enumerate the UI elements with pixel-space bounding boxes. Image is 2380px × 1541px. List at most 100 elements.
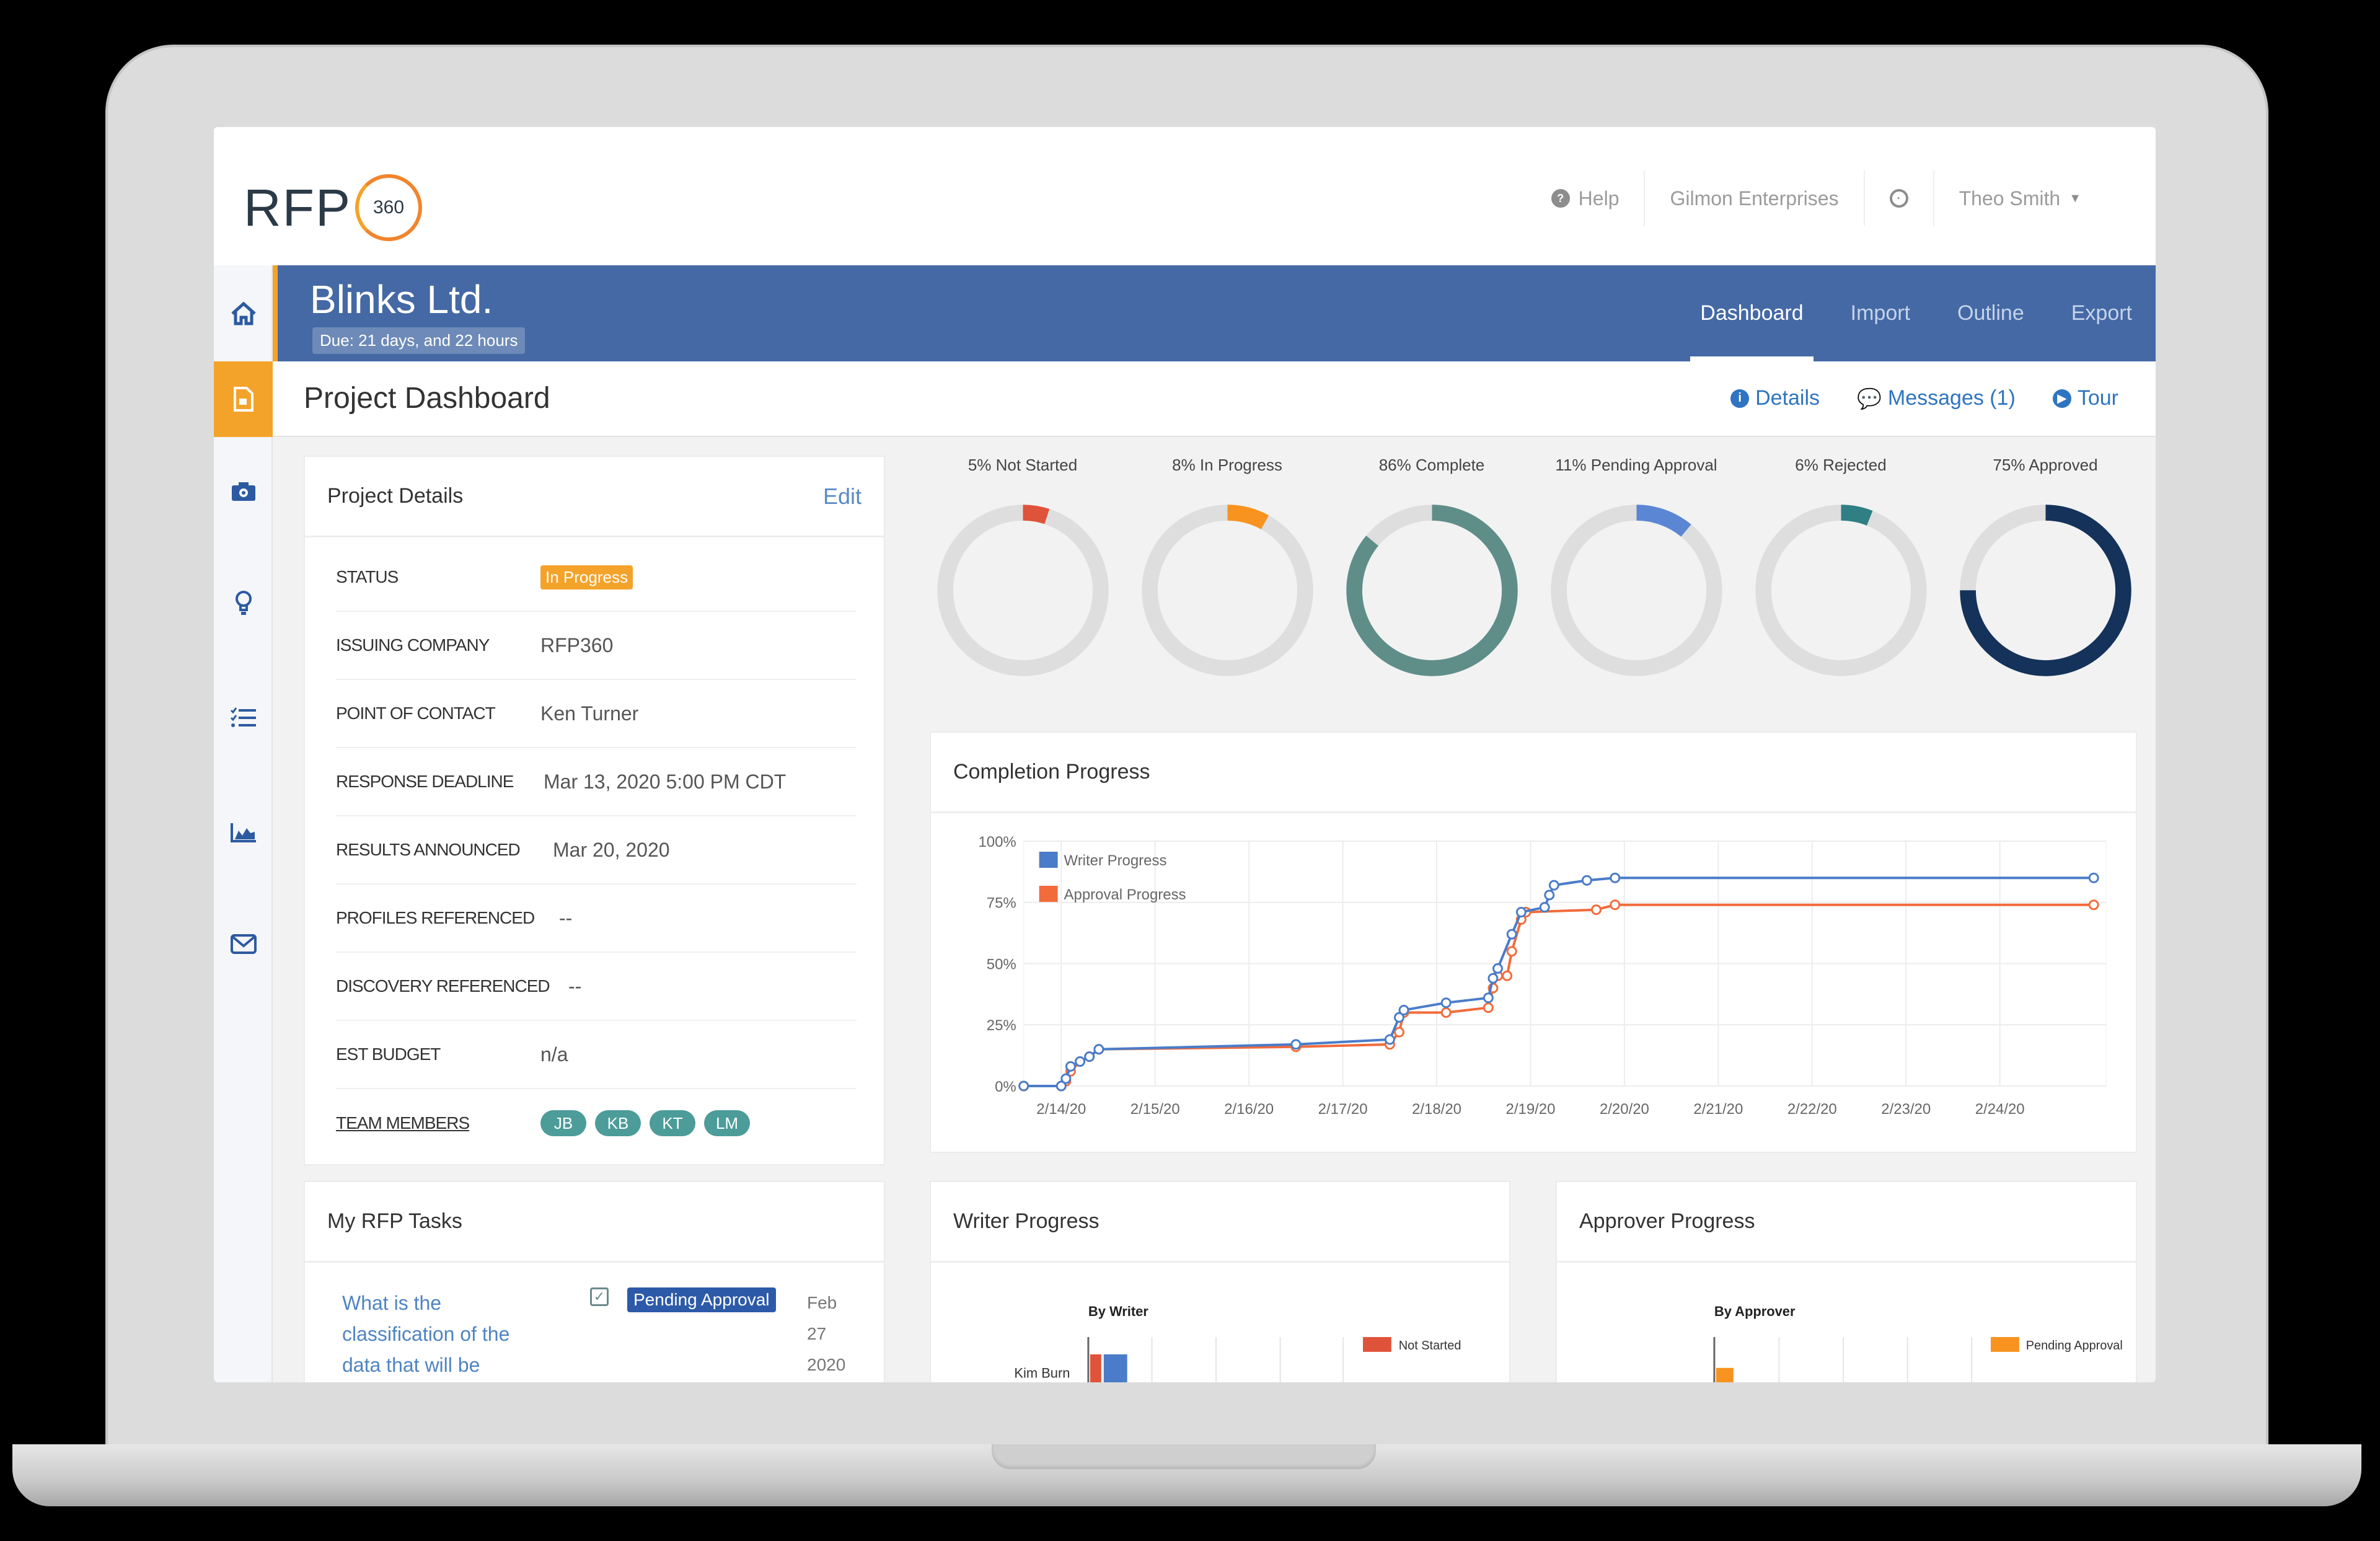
comments-icon: 💬 (1857, 387, 1882, 410)
details-label: Details (1755, 386, 1820, 410)
svg-text:75%: 75% (987, 895, 1016, 912)
my-rfp-tasks-card: My RFP Tasks What is the classification … (304, 1181, 885, 1382)
detail-row-results-announced: Results Announced Mar 20, 2020 (336, 816, 857, 885)
sidebar-item-insights[interactable] (214, 569, 273, 637)
info-icon: i (1730, 389, 1750, 408)
tour-button[interactable]: ▶ Tour (2052, 386, 2118, 410)
project-name: Blinks Ltd. (310, 277, 493, 322)
sidebar-item-reports[interactable] (214, 798, 273, 867)
logo-badge: 360 (372, 197, 405, 218)
organization-switcher[interactable]: Gilmon Enterprises (1644, 170, 1863, 226)
svg-text:100%: 100% (978, 834, 1016, 850)
member-avatar[interactable]: KB (595, 1110, 641, 1136)
member-avatar[interactable]: JB (540, 1110, 586, 1136)
sidebar (214, 265, 273, 1382)
detail-row-est-budget: Est Budget n/a (336, 1021, 857, 1089)
detail-value: RFP360 (540, 634, 614, 656)
donut-chart (1141, 505, 1313, 676)
project-details-card: Project Details Edit Status In Progress … (304, 456, 885, 1165)
sidebar-item-messages[interactable] (214, 910, 273, 978)
sidebar-item-home[interactable] (214, 265, 273, 361)
detail-label: Issuing Company (336, 635, 490, 655)
svg-text:2/20/20: 2/20/20 (1600, 1101, 1649, 1118)
clock-icon: · (1889, 189, 1908, 208)
approver-bar-chart: By Approver Pending Approval (1557, 1263, 2136, 1382)
writer-bar-chart-svg: By Writer Kim Burn Not Started (1014, 1304, 1461, 1382)
page-title: Project Dashboard (304, 382, 550, 415)
donut-label: 5% Not Started (967, 456, 1078, 474)
detail-label: Profiles Referenced (336, 908, 535, 927)
svg-text:2/17/20: 2/17/20 (1318, 1101, 1368, 1118)
detail-row-point-of-contact: Point of Contact Ken Turner (336, 680, 857, 748)
tab-import[interactable]: Import (1850, 301, 1910, 325)
play-circle-icon: ▶ (2052, 389, 2071, 408)
lightbulb-icon (235, 591, 252, 615)
donut-not-started: 5% Not Started (930, 456, 1116, 704)
edit-link[interactable]: Edit (822, 483, 862, 509)
messages-button[interactable]: 💬 Messages (1) (1857, 386, 2016, 410)
member-avatar[interactable]: KT (650, 1110, 695, 1136)
svg-text:2/21/20: 2/21/20 (1693, 1101, 1743, 1118)
line-chart-svg: 0% 25% 50% 75% 100% 2/14/20 2/15/20 2/16/20 2/17… (978, 834, 2107, 1118)
chart-subtitle: By Writer (1088, 1304, 1148, 1319)
svg-text:2/23/20: 2/23/20 (1881, 1101, 1931, 1118)
area-chart-icon (230, 823, 256, 842)
messages-label: Messages (1) (1887, 386, 2016, 410)
svg-text:50%: 50% (987, 956, 1016, 973)
sidebar-item-tasks[interactable] (214, 684, 273, 752)
donut-pending-approval: 11% Pending Approval (1543, 456, 1729, 704)
donut-chart (1959, 505, 2131, 676)
details-button[interactable]: i Details (1730, 386, 1820, 410)
tab-outline[interactable]: Outline (1957, 301, 2024, 325)
history-button[interactable]: · (1863, 170, 1933, 226)
document-icon (233, 387, 253, 412)
logo-text: RFP (244, 178, 351, 237)
svg-text:0%: 0% (995, 1079, 1016, 1095)
donut-chart (1346, 505, 1518, 676)
detail-row-team-members: Team Members JB KB KT LM (336, 1089, 857, 1157)
card-title: Project Details (327, 484, 464, 508)
donut-chart (1755, 505, 1927, 676)
detail-row-discovery-referenced: Discovery Referenced -- (336, 953, 857, 1021)
sidebar-item-documents[interactable] (214, 361, 273, 437)
donut-approved: 75% Approved (1952, 456, 2138, 704)
detail-value: Mar 13, 2020 5:00 PM CDT (544, 770, 787, 793)
writer-progress-card: Writer Progress By Writer Kim Burn Not S… (930, 1181, 1510, 1382)
task-link[interactable]: What is the classification of the data t… (342, 1292, 510, 1376)
bar-row-label: Kim Burn (1014, 1366, 1070, 1381)
card-header: Project Details Edit (305, 457, 884, 537)
sidebar-item-media[interactable] (214, 457, 273, 526)
donut-chart (937, 505, 1109, 676)
member-avatar[interactable]: LM (704, 1110, 750, 1136)
help-label: Help (1578, 187, 1620, 210)
team-member-list: JB KB KT LM (540, 1110, 750, 1136)
status-donuts: 5% Not Started 8% In Progress 86% Comple… (930, 456, 2138, 704)
top-nav: ? Help Gilmon Enterprises · Theo Smith ▼ (1527, 170, 2106, 226)
completion-progress-card: Completion Progress 0% 25% 50% 75% 100% 2/14/… (930, 731, 2137, 1153)
task-due-date: Feb 27 2020 (807, 1293, 846, 1374)
detail-row-response-deadline: Response Deadline Mar 13, 2020 5:00 PM C… (336, 748, 857, 816)
detail-row-issuing-company: Issuing Company RFP360 (336, 612, 857, 680)
card-title: Writer Progress (953, 1209, 1100, 1233)
detail-value: Ken Turner (540, 702, 639, 725)
tab-export[interactable]: Export (2071, 301, 2132, 325)
donut-rejected: 6% Rejected (1748, 456, 1934, 704)
svg-text:2/16/20: 2/16/20 (1224, 1101, 1274, 1118)
camera-icon (231, 482, 255, 501)
svg-text:2/14/20: 2/14/20 (1036, 1101, 1086, 1118)
page-title-bar: Project Dashboard i Details 💬 Messages (… (273, 361, 2156, 437)
card-header: Completion Progress (931, 733, 2136, 813)
svg-text:25%: 25% (987, 1017, 1016, 1034)
laptop-base-notch (992, 1444, 1376, 1469)
help-link[interactable]: ? Help (1527, 170, 1644, 226)
checkbox-checked-icon[interactable]: ✓ (590, 1287, 609, 1306)
tour-label: Tour (2077, 386, 2118, 410)
user-menu[interactable]: Theo Smith ▼ (1933, 170, 2106, 226)
user-name: Theo Smith (1959, 187, 2061, 210)
home-icon (231, 301, 256, 325)
donut-label: 11% Pending Approval (1555, 456, 1717, 474)
card-title: Completion Progress (953, 760, 1150, 784)
tab-dashboard[interactable]: Dashboard (1677, 265, 1827, 361)
team-members-link[interactable]: Team Members (336, 1113, 470, 1133)
rfp360-logo[interactable]: RFP 360 (244, 174, 422, 241)
